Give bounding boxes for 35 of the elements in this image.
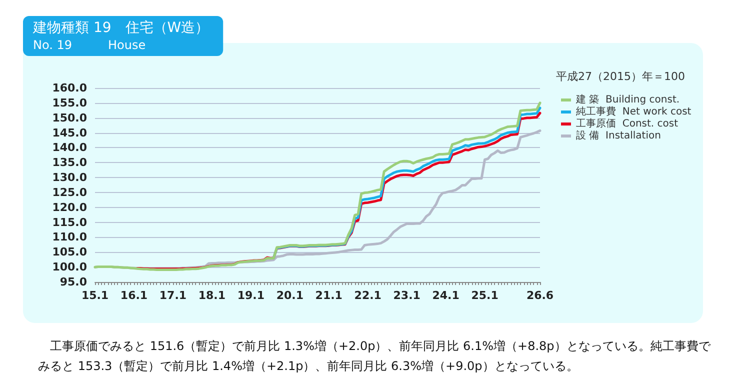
- x-tick-label: 26.6: [526, 289, 554, 302]
- y-tick-label: 135.0: [52, 156, 88, 170]
- x-tick-label: 17.1: [159, 289, 187, 302]
- y-tick-label: 120.0: [52, 200, 88, 214]
- x-tick-label: 21.1: [315, 289, 342, 302]
- y-tick-label: 95.0: [60, 276, 88, 288]
- y-tick-label: 130.0: [52, 171, 88, 184]
- x-tick-label: 22.1: [354, 289, 382, 302]
- y-tick-label: 150.0: [52, 111, 88, 124]
- text: 平成27（2015）年＝100: [556, 70, 685, 83]
- legend-label: 建 築 Building const.: [575, 94, 680, 106]
- x-tick-label: 16.1: [120, 289, 148, 302]
- x-tick-label: 23.1: [393, 289, 420, 302]
- x-tick-label: 19.1: [237, 289, 264, 302]
- line-series: [94, 102, 542, 272]
- y-tick-label: 100.0: [52, 260, 88, 274]
- y-tick-label: 145.0: [52, 126, 88, 140]
- y-tick-label: 115.0: [52, 216, 88, 229]
- legend-label: 純工事費 Net work cost: [576, 106, 692, 118]
- chart-subtitle: No. 19 House: [33, 38, 146, 52]
- y-tick-label: 160.0: [52, 82, 88, 94]
- y-tick-label: 110.0: [52, 230, 88, 244]
- x-tick-label: 15.1: [81, 289, 109, 302]
- y-tick-label: 125.0: [52, 186, 88, 199]
- chart-title: 建物種類 19 住宅（W造）: [32, 20, 210, 36]
- y-tick-label: 140.0: [52, 141, 88, 154]
- legend-label: 工事原価 Const. cost: [576, 118, 678, 130]
- x-tick-label: 18.1: [198, 289, 226, 302]
- legend-label: 設 備 Installation: [576, 130, 661, 142]
- y-tick-label: 155.0: [52, 96, 88, 110]
- x-tick-label: 24.1: [432, 289, 460, 302]
- x-tick-label: 25.1: [471, 289, 498, 302]
- x-tick-label: 20.1: [276, 289, 304, 302]
- text: 工事原価でみると 151.6（暫定）で前月比 1.3%増（+2.0p）、前年同月比 6.1%増（+8.8p）となっている。純工事費でみると 153.3（暫定）で前月比 1.4%増（+2.1p）、前年同月比 6.3%増（+9.0p）となっている。: [38, 339, 712, 373]
- y-tick-label: 105.0: [52, 246, 88, 259]
